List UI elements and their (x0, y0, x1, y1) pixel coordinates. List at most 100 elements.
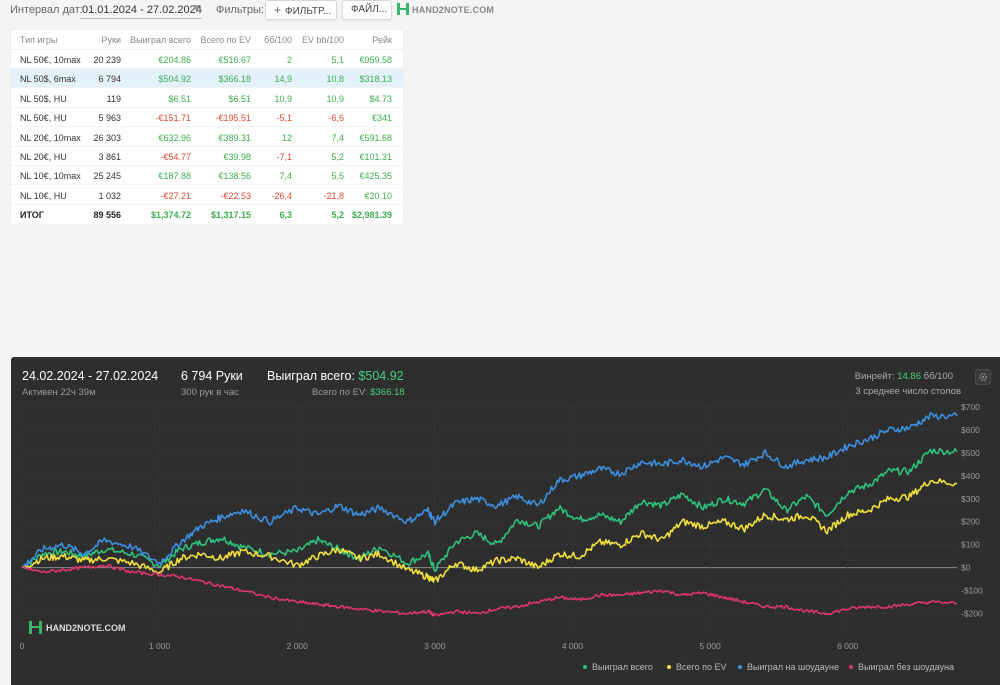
row-rake: $318.13 (359, 74, 392, 85)
winrate-label: Винрейт: (854, 371, 895, 382)
x-tick-label: 1 000 (149, 641, 171, 651)
chart-watermark-logo: HAND2NOTE.COM (29, 621, 126, 634)
filter-button[interactable]: + ФИЛЬТР... (265, 0, 337, 20)
winrate-unit: бб/100 (923, 371, 953, 382)
col-bb100[interactable]: бб/100 (264, 35, 292, 45)
row-ev-bb100: 10,9 (326, 93, 344, 104)
table-row[interactable]: NL 20€, 10max 26 303 €632.96 €389.31 12 7,4 €5… (11, 128, 403, 147)
row-bb100: 10,9 (274, 93, 292, 104)
series-line-3 (21, 564, 958, 617)
row-game-type: NL 50$, 6max (20, 74, 76, 85)
legend-dot (583, 665, 587, 669)
table-row[interactable]: NL 50€, 10max 20 239 €204.86 €516.67 2 5,1 €95… (11, 50, 403, 69)
row-ev: $366.18 (218, 74, 251, 85)
col-game-type[interactable]: Тип игры (20, 35, 58, 45)
total-bb100: 6,3 (279, 210, 292, 220)
plus-icon: + (274, 3, 282, 17)
row-hands: 26 303 (93, 132, 121, 143)
session-graph[interactable]: -$200 -$100 $0 $100 $200 $300 $400 $500 $600 $700… (11, 357, 1000, 685)
table-row[interactable]: NL 50$, 6max 6 794 $504.92 $366.18 14,9 10,8 $… (11, 69, 403, 89)
row-ev-bb100: -6,6 (328, 113, 344, 124)
row-rake: €959.58 (359, 55, 392, 65)
date-interval-label: Интервал дат: (10, 4, 83, 16)
row-hands: 119 (106, 93, 121, 104)
row-hands: 5 963 (98, 113, 121, 124)
y-tick-label: $600 (961, 425, 980, 435)
row-ev-bb100: 5,1 (331, 55, 344, 65)
table-row[interactable]: NL 10€, 10max 25 245 €187.88 €138.56 7,4 5,5 €… (11, 166, 403, 186)
gear-icon[interactable] (975, 369, 991, 385)
y-tick-label: -$200 (961, 609, 983, 619)
total-ev: $1,317.15 (210, 210, 251, 220)
col-ev-bb100[interactable]: EV bb/100 (301, 35, 344, 45)
x-tick-label: 3 000 (424, 641, 446, 651)
row-won: €187.88 (158, 171, 191, 182)
row-game-type: NL 10€, 10max (20, 171, 81, 182)
legend-item-showdown[interactable]: Выиграл на шоудауне (738, 662, 839, 672)
total-won: $1,374.72 (150, 210, 191, 220)
row-game-type: NL 20€, HU (20, 152, 67, 162)
row-hands: 6 794 (98, 74, 121, 85)
row-bb100: -5,1 (276, 113, 292, 124)
file-button-label: ФАЙЛ... (351, 4, 388, 15)
hand2note-logo-icon (29, 621, 42, 634)
table-row[interactable]: NL 50€, HU 5 963 -€151.71 -€195.51 -5,1 -6,6 €… (11, 108, 403, 128)
hand2note-logo[interactable]: HAND2NOTE.COM (397, 3, 494, 15)
legend-item-ev[interactable]: Всего по EV (667, 662, 726, 672)
legend-item-non-showdown[interactable]: Выиграл без шоудауна (849, 662, 954, 672)
table-row[interactable]: NL 20€, HU 3 861 -€54.77 €39.98 -7,1 5,2 €101.… (11, 147, 403, 166)
legend-dot (738, 665, 742, 669)
row-rake: €591.68 (359, 132, 392, 143)
won-value: $504.92 (358, 369, 404, 383)
row-hands: 20 239 (93, 55, 121, 65)
series-line-2 (21, 412, 958, 568)
date-range-select[interactable]: 01.01.2024 - 27.02.2024 (82, 4, 202, 16)
legend-dot (667, 665, 671, 669)
col-won[interactable]: Выиграл всего (130, 35, 191, 45)
filters-label: Фильтры: (216, 4, 264, 16)
stats-table: Тип игры Руки Выиграл всего Всего по EV … (11, 30, 403, 224)
y-tick-label: $0 (961, 563, 971, 573)
total-rake: $2,981.39 (351, 210, 392, 220)
row-hands: 3 861 (98, 152, 121, 162)
row-won: $6.51 (168, 93, 191, 104)
session-ev: Всего по EV: $366.18 (312, 387, 405, 398)
legend-item-won[interactable]: Выиграл всего (583, 662, 653, 672)
chevron-down-icon[interactable] (192, 5, 200, 10)
toolbar: Интервал дат: 01.01.2024 - 27.02.2024 Фи… (0, 0, 1000, 22)
legend-label: Выиграл без шоудауна (858, 662, 954, 672)
col-rake[interactable]: Рейк (372, 35, 392, 45)
row-rake: $4.73 (369, 93, 392, 104)
session-winrate: Винрейт: 14.86 бб/100 (855, 371, 953, 382)
table-row[interactable]: NL 50$, HU 119 $6.51 $6.51 10,9 10,9 $4.73 (11, 89, 403, 108)
chart-logo-text: HAND2NOTE.COM (46, 623, 126, 633)
x-tick-label: 5 000 (699, 641, 721, 651)
row-hands: 25 245 (93, 171, 121, 182)
row-rake: €101.31 (359, 152, 392, 162)
row-bb100: 7,4 (279, 171, 292, 182)
file-button[interactable]: ФАЙЛ... (342, 0, 392, 20)
avg-tables: 3 среднее число столов (855, 386, 961, 397)
row-ev-bb100: 5,2 (331, 152, 344, 162)
row-bb100: -26,4 (271, 190, 292, 201)
row-won: -€27.21 (160, 190, 191, 201)
y-tick-label: $500 (961, 448, 980, 458)
row-game-type: NL 50$, HU (20, 93, 67, 104)
row-ev: €138.56 (218, 171, 251, 182)
row-ev: €39.98 (223, 152, 251, 162)
x-tick-label: 2 000 (287, 641, 309, 651)
row-rake: €425.35 (359, 171, 392, 182)
table-header: Тип игры Руки Выиграл всего Всего по EV … (11, 30, 403, 50)
session-active-time: Активен 22ч 39м (22, 387, 96, 398)
row-game-type: NL 10€, HU (20, 190, 67, 201)
session-date-range: 24.02.2024 - 27.02.2024 (22, 369, 159, 383)
col-ev[interactable]: Всего по EV (200, 35, 251, 45)
col-hands[interactable]: Руки (101, 35, 121, 45)
session-hands-per-hour: 300 рук в час (181, 387, 239, 398)
row-won: $504.92 (158, 74, 191, 85)
table-row[interactable]: NL 10€, HU 1 032 -€27.21 -€22.53 -26,4 -21,8 €… (11, 186, 403, 205)
y-tick-label: $200 (961, 517, 980, 527)
session-graph-panel: 24.02.2024 - 27.02.2024 Активен 22ч 39м … (11, 357, 1000, 685)
session-hands: 6 794 Руки (181, 369, 243, 383)
series-line-1 (21, 478, 958, 583)
